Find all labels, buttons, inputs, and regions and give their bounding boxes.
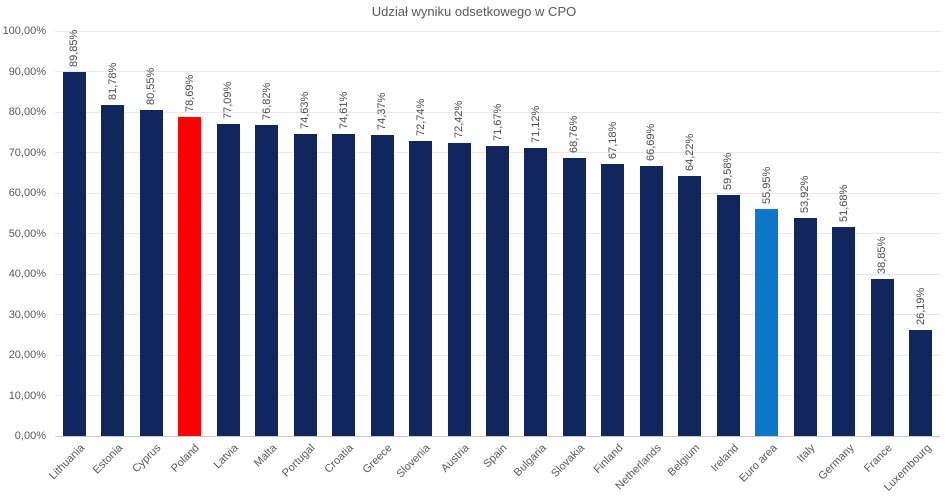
- x-axis-label-austria: Austria: [438, 442, 472, 475]
- y-axis-tick-label: 60,00%: [8, 187, 46, 199]
- bar-germany: [832, 226, 856, 436]
- value-label-italy: 53,92%: [799, 175, 812, 213]
- bar-slovakia: [562, 157, 586, 436]
- bar-belgium: [678, 175, 702, 436]
- x-axis-label-latvia: Latvia: [211, 442, 241, 472]
- bar-austria: [447, 142, 471, 436]
- x-axis-label-slovakia: Slovakia: [549, 442, 587, 480]
- y-axis-tick-label: 0,00%: [14, 430, 46, 442]
- bar-netherlands: [639, 165, 663, 436]
- gridline: [55, 435, 940, 437]
- value-label-latvia: 77,09%: [222, 81, 235, 119]
- x-axis-label-portugal: Portugal: [280, 442, 318, 480]
- y-axis-tick-label: 90,00%: [8, 65, 46, 78]
- x-axis-label-croatia: Croatia: [322, 442, 357, 476]
- value-label-bulgaria: 71,12%: [529, 105, 542, 143]
- x-axis-label-cyprus: Cyprus: [130, 442, 164, 476]
- x-axis-label-lithuania: Lithuania: [46, 442, 87, 483]
- value-label-belgium: 64,22%: [683, 133, 696, 171]
- bar-luxembourg: [909, 329, 933, 436]
- x-axis-label-france: France: [862, 442, 895, 475]
- value-label-germany: 51,68%: [837, 184, 850, 222]
- chart-title: Udział wyniku odsetkowego w CPO: [371, 4, 577, 19]
- bar-ireland: [716, 194, 740, 436]
- x-axis-label-italy: Italy: [795, 442, 818, 465]
- x-axis-label-estonia: Estonia: [90, 442, 126, 477]
- gridline: [55, 30, 940, 32]
- value-label-ireland: 59,58%: [722, 152, 735, 190]
- value-label-lithuania: 89,85%: [68, 29, 81, 68]
- x-axis-label-euro-area: Euro area: [736, 442, 780, 485]
- bar-malta: [255, 124, 279, 436]
- value-label-cyprus: 80,55%: [145, 67, 158, 105]
- value-label-luxembourg: 26,19%: [914, 287, 927, 325]
- bar-italy: [793, 217, 817, 436]
- value-label-slovakia: 68,76%: [568, 115, 581, 153]
- bar-lithuania: [62, 72, 86, 436]
- bar-cyprus: [139, 109, 163, 436]
- value-label-france: 38,85%: [876, 236, 889, 274]
- x-axis-label-finland: Finland: [591, 442, 626, 476]
- bar-spain: [486, 145, 509, 436]
- value-label-estonia: 81,78%: [106, 62, 119, 100]
- value-label-netherlands: 66,69%: [645, 123, 658, 161]
- x-axis-label-slovenia: Slovenia: [394, 442, 434, 481]
- gridline: [55, 111, 940, 113]
- bar-finland: [601, 163, 625, 436]
- bar-france: [870, 278, 894, 436]
- bar-greece: [370, 134, 394, 436]
- bar-euro-area: [755, 209, 779, 436]
- y-axis-tick-label: 80,00%: [8, 106, 46, 118]
- value-label-finland: 67,18%: [606, 121, 619, 159]
- x-axis-label-poland: Poland: [169, 442, 203, 475]
- y-axis-tick-label: 10,00%: [8, 389, 46, 402]
- bar-latvia: [216, 123, 240, 436]
- y-axis-tick-label: 40,00%: [8, 268, 46, 280]
- x-axis-label-greece: Greece: [360, 442, 395, 476]
- x-axis-label-bulgaria: Bulgaria: [511, 442, 549, 480]
- value-label-portugal: 74,63%: [299, 91, 312, 129]
- bar-slovenia: [409, 141, 433, 436]
- x-axis-label-malta: Malta: [251, 442, 280, 470]
- value-label-spain: 71,67%: [491, 103, 504, 141]
- value-label-croatia: 74,61%: [337, 91, 350, 129]
- x-axis-label-belgium: Belgium: [665, 442, 703, 479]
- bar-estonia: [101, 104, 125, 436]
- gridline: [55, 71, 940, 72]
- y-axis-tick-label: 30,00%: [8, 308, 46, 321]
- value-label-slovenia: 72,74%: [414, 99, 427, 137]
- value-label-austria: 72,42%: [453, 100, 466, 138]
- value-label-malta: 76,82%: [260, 82, 273, 120]
- y-axis-tick-label: 20,00%: [8, 349, 46, 361]
- bar-bulgaria: [524, 147, 548, 436]
- value-label-greece: 74,37%: [376, 92, 389, 130]
- y-axis-tick-label: 50,00%: [8, 227, 46, 240]
- bar-poland: [178, 117, 202, 436]
- value-label-poland: 78,69%: [183, 74, 196, 113]
- x-axis-label-spain: Spain: [481, 442, 510, 471]
- x-axis-label-germany: Germany: [815, 442, 857, 483]
- y-axis-tick-label: 100,00%: [2, 25, 46, 37]
- x-axis-label-ireland: Ireland: [708, 442, 741, 475]
- y-axis-tick-label: 70,00%: [8, 146, 46, 159]
- bar-croatia: [332, 133, 356, 436]
- value-label-euro-area: 55,95%: [760, 167, 773, 205]
- bar-portugal: [293, 133, 317, 436]
